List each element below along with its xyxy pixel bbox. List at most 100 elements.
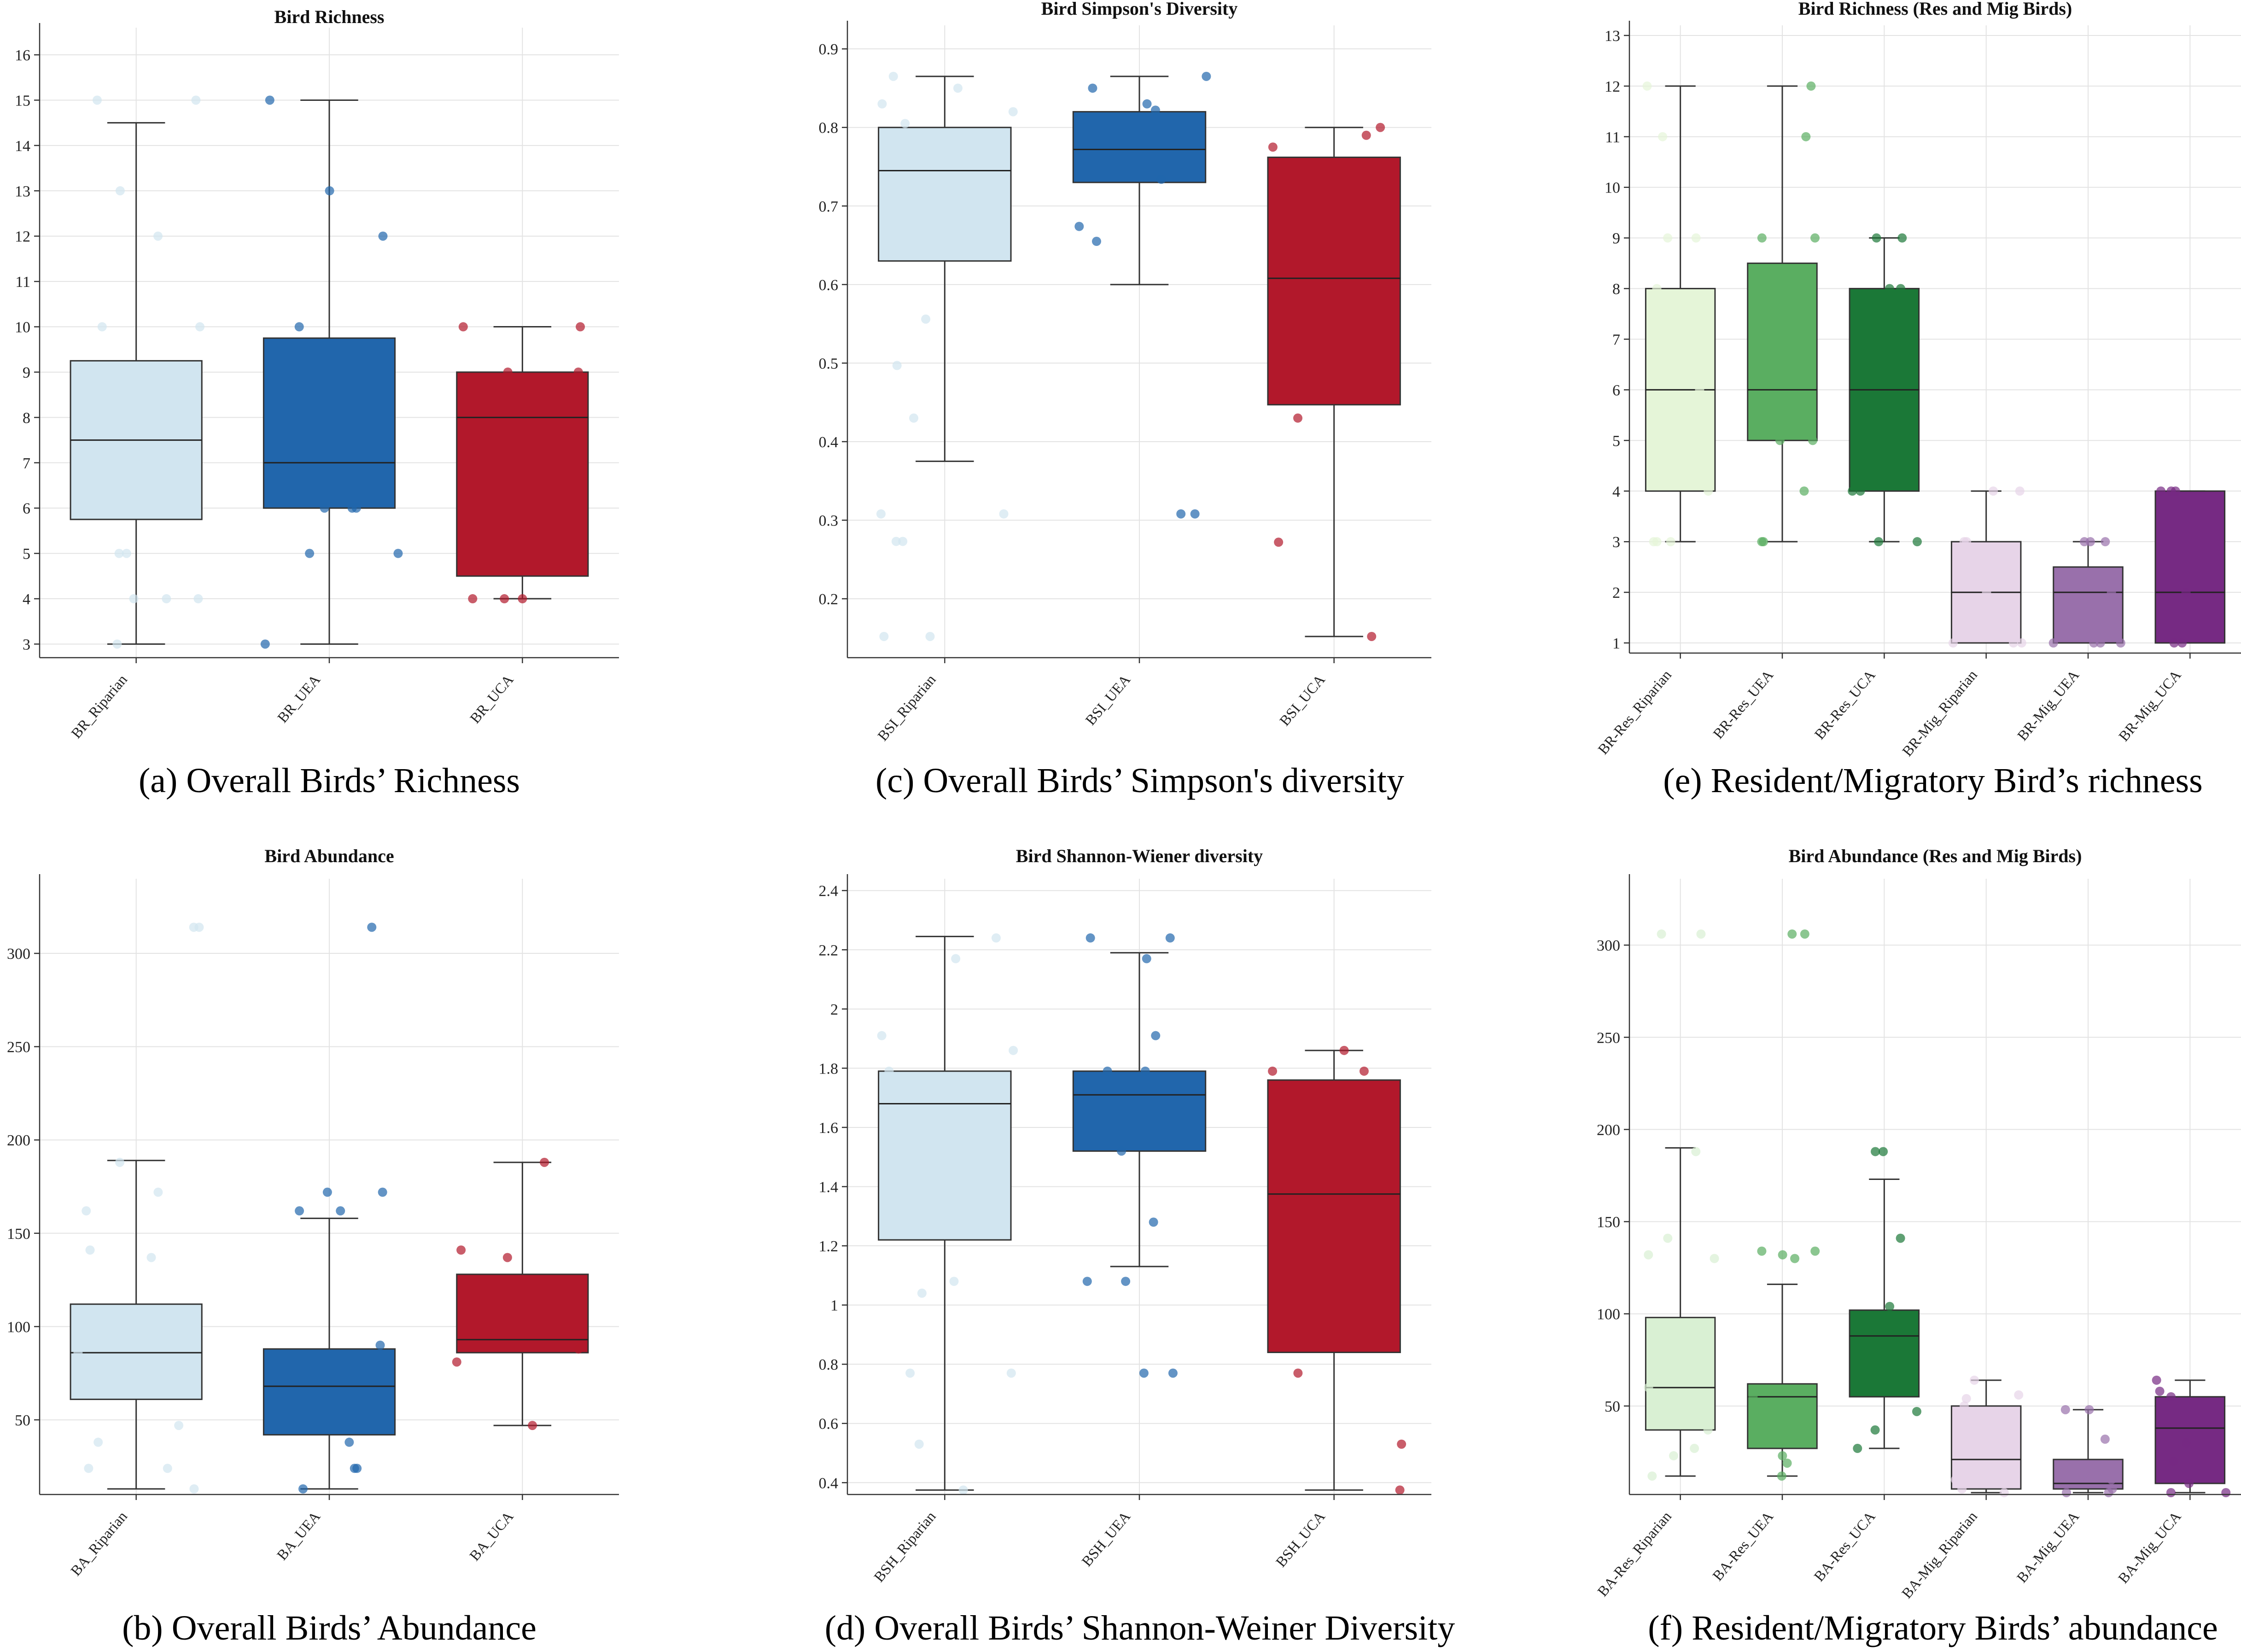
data-point <box>1103 1066 1112 1076</box>
y-tick-label: 1.8 <box>819 1060 839 1077</box>
data-point <box>877 1031 887 1040</box>
data-point <box>503 367 513 377</box>
data-point <box>1799 486 1809 496</box>
y-tick-label: 12 <box>15 228 30 245</box>
data-point <box>85 1245 95 1255</box>
data-point <box>367 922 377 932</box>
data-point <box>294 322 304 332</box>
y-tick-label: 10 <box>1605 180 1620 197</box>
data-point <box>1142 954 1151 963</box>
y-tick-label: 150 <box>7 1226 30 1243</box>
data-point <box>1156 175 1166 184</box>
x-tick-label: BSH_UEA <box>1078 1508 1133 1569</box>
y-tick-label: 0.6 <box>819 277 839 294</box>
x-tick-label: BA-Mig_UEA <box>2013 1508 2083 1586</box>
data-point <box>2166 486 2176 496</box>
data-point <box>1139 1368 1149 1378</box>
data-point <box>900 119 910 128</box>
data-point <box>953 83 963 93</box>
data-point <box>1870 1425 1880 1435</box>
data-point <box>1006 1368 1016 1378</box>
data-point <box>456 1245 466 1255</box>
data-point <box>500 594 509 604</box>
data-point <box>1885 284 1894 293</box>
data-point <box>2089 638 2099 648</box>
data-point <box>347 503 357 513</box>
data-point <box>1696 929 1706 939</box>
data-point <box>1658 132 1668 141</box>
data-point <box>1778 1451 1787 1460</box>
x-tick-label: BA-Res_UCA <box>1810 1508 1879 1584</box>
data-point <box>1644 1250 1653 1260</box>
data-point <box>344 1437 354 1447</box>
y-tick-label: 16 <box>15 47 30 64</box>
y-tick-label: 10 <box>15 319 30 336</box>
data-point <box>1872 233 1881 243</box>
data-point <box>1649 537 1658 547</box>
data-point <box>378 231 388 241</box>
data-point <box>2062 1488 2072 1497</box>
box-BR-Res_UEA <box>1747 263 1818 441</box>
data-point <box>93 1437 103 1447</box>
x-tick-label: BA_Riparian <box>67 1508 130 1579</box>
box-BA-Res_UEA <box>1747 1383 1818 1449</box>
y-tick-label: 100 <box>7 1319 30 1336</box>
data-point <box>295 1206 304 1216</box>
data-point <box>468 594 478 604</box>
box-BA-Mig_UCA <box>2154 1396 2226 1484</box>
data-point <box>1757 1246 1767 1256</box>
data-point <box>1190 509 1200 519</box>
panel-f: 50 100 150 200 250 300 BA-Res_Riparian BA-Res_U… <box>1594 846 2241 1647</box>
x-tick-label: BR_UEA <box>274 671 324 725</box>
y-tick-label: 3 <box>23 636 30 653</box>
box-BSI_UEA <box>1072 111 1207 183</box>
data-point <box>925 631 935 641</box>
y-tick-label: 13 <box>1605 28 1620 45</box>
data-point <box>2084 1405 2094 1414</box>
data-point <box>1757 537 1767 547</box>
data-point <box>2181 588 2191 597</box>
data-point <box>1088 83 1097 93</box>
data-point <box>2169 638 2179 648</box>
y-tick-label: 4 <box>1612 483 1620 500</box>
data-point <box>97 322 107 332</box>
data-point <box>1790 1254 1800 1263</box>
data-point <box>1973 1438 1983 1448</box>
y-tick-label: 250 <box>7 1039 30 1056</box>
y-tick-label: 0.4 <box>819 434 839 451</box>
x-tick-label: BR-Mig_UCA <box>2115 666 2184 744</box>
data-point <box>1695 385 1704 395</box>
data-point <box>1982 588 1991 597</box>
y-tick-label: 11 <box>15 274 30 291</box>
x-tick-label: BSI_UEA <box>1082 671 1133 728</box>
y-tick-label: 300 <box>7 946 30 963</box>
data-point <box>2104 1488 2113 1497</box>
y-tick-label: 1 <box>830 1297 838 1314</box>
panel-title: Bird Abundance <box>264 846 394 866</box>
data-point <box>378 1187 387 1197</box>
data-point <box>898 537 908 546</box>
data-point <box>914 1439 924 1449</box>
y-tick-label: 0.4 <box>819 1475 839 1492</box>
data-point <box>1008 107 1018 117</box>
data-point <box>1969 1375 1979 1385</box>
data-point <box>265 95 274 105</box>
data-point <box>82 1206 91 1216</box>
box-BA-Mig_Riparian <box>1950 1405 2022 1490</box>
panel-title: Bird Richness <box>274 6 385 27</box>
data-point <box>162 594 171 604</box>
y-tick-label: 9 <box>1612 230 1620 247</box>
x-tick-label: BA-Res_UEA <box>1709 1508 1776 1584</box>
x-tick-label: BR-Res_UEA <box>1710 666 1776 741</box>
data-point <box>1896 1233 1905 1243</box>
data-point <box>1989 486 1998 496</box>
box-BR-Mig_UCA <box>2154 490 2226 644</box>
data-point <box>153 1187 163 1197</box>
data-point <box>1690 1443 1699 1453</box>
y-tick-label: 0.6 <box>819 1416 839 1433</box>
y-tick-label: 6 <box>1612 382 1620 399</box>
panel-caption: (f) Resident/Migratory Birds’ abundance <box>1648 1609 2218 1647</box>
y-tick-label: 200 <box>7 1132 30 1149</box>
data-point <box>1268 1066 1278 1076</box>
